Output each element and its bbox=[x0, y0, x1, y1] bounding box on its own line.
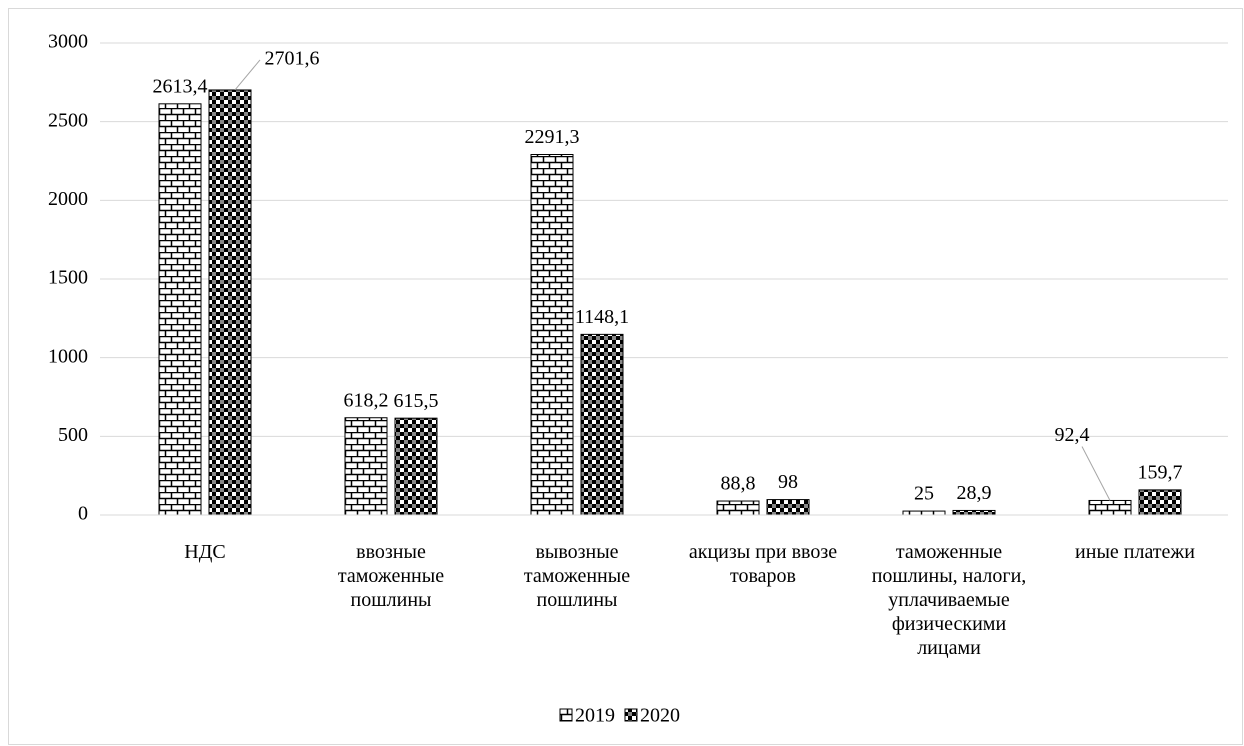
data-label: 159,7 bbox=[1138, 461, 1183, 483]
bar bbox=[902, 510, 946, 516]
data-label: 2613,4 bbox=[153, 75, 208, 97]
y-tick-label: 2500 bbox=[48, 109, 88, 131]
legend-swatch bbox=[559, 708, 573, 722]
data-label: 615,5 bbox=[394, 390, 439, 412]
bar bbox=[530, 154, 574, 516]
y-tick-label: 2000 bbox=[48, 188, 88, 210]
y-tick-label: 1500 bbox=[48, 267, 88, 289]
chart-frame bbox=[8, 8, 1243, 745]
data-label: 2701,6 bbox=[265, 48, 320, 70]
y-tick-label: 3000 bbox=[48, 31, 88, 53]
data-label: 618,2 bbox=[344, 389, 389, 411]
y-tick-label: 0 bbox=[78, 503, 88, 525]
y-tick-label: 1000 bbox=[48, 345, 88, 367]
data-label: 2291,3 bbox=[525, 126, 580, 148]
data-label: 92,4 bbox=[1055, 424, 1090, 446]
y-tick-label: 500 bbox=[58, 424, 88, 446]
bar bbox=[580, 333, 624, 516]
bar bbox=[716, 500, 760, 516]
data-label: 1148,1 bbox=[575, 306, 629, 328]
legend-swatch bbox=[624, 708, 638, 722]
x-tick-label: ввозные таможенные пошлины bbox=[337, 541, 445, 611]
x-tick-label: таможенные пошлины, налоги, уплачиваемые… bbox=[871, 541, 1027, 659]
bar bbox=[158, 103, 202, 516]
bar bbox=[344, 417, 388, 516]
bar bbox=[1138, 489, 1182, 516]
bar bbox=[1088, 499, 1132, 516]
leader-line bbox=[234, 59, 261, 91]
legend-label: 2019 bbox=[575, 705, 615, 727]
bar bbox=[952, 509, 996, 516]
x-tick-label: иные платежи bbox=[1075, 541, 1195, 563]
bar bbox=[394, 417, 438, 516]
bar bbox=[208, 89, 252, 516]
legend-label: 2020 bbox=[640, 705, 680, 727]
leader-line bbox=[1081, 446, 1111, 501]
data-label: 25 bbox=[914, 483, 934, 505]
data-label: 28,9 bbox=[957, 482, 992, 504]
x-tick-label: вывозные таможенные пошлины bbox=[523, 541, 631, 611]
data-label: 88,8 bbox=[721, 473, 756, 495]
x-tick-label: НДС bbox=[184, 541, 226, 563]
data-label: 98 bbox=[778, 471, 798, 493]
bar bbox=[766, 499, 810, 516]
x-tick-label: акцизы при ввозе товаров bbox=[688, 541, 838, 587]
